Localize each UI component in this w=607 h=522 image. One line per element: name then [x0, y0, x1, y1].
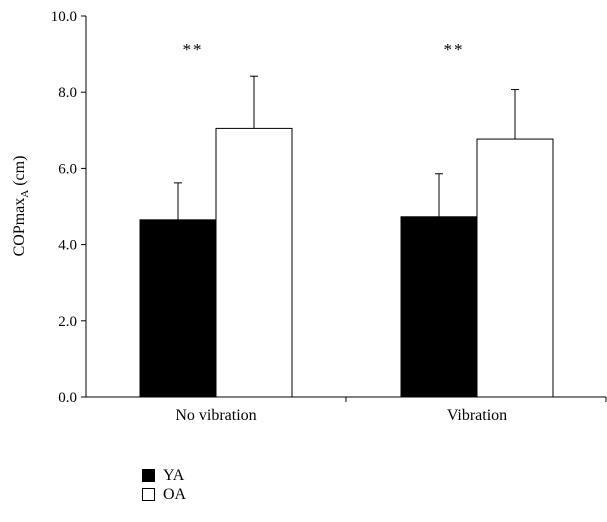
y-ticks: 0.0 2.0 4.0 6.0 8.0 10.0 [51, 9, 86, 406]
significance-markers: ** ** [183, 40, 465, 59]
bar-oa [215, 127, 293, 398]
y-tick-label: 4.0 [58, 238, 77, 254]
legend-label-ya: YA [163, 467, 185, 484]
y-axis-label-main: COPmax [11, 198, 28, 257]
y-tick-label: 2.0 [58, 314, 77, 330]
error-bars [174, 75, 519, 220]
y-axis-label: COPmaxA (cm) [11, 156, 31, 257]
significance-marker: ** [183, 40, 204, 59]
bar-ya [400, 216, 478, 398]
y-axis-label-unit: (cm) [11, 156, 28, 190]
bar-oa [476, 138, 554, 398]
y-tick-label: 6.0 [58, 161, 77, 177]
bars [139, 127, 554, 398]
x-category-label: No vibration [175, 407, 256, 424]
y-tick-label: 8.0 [58, 85, 77, 101]
y-tick-label: 10.0 [51, 9, 77, 25]
legend-label-oa: OA [163, 486, 187, 503]
legend-item-ya: YA [142, 466, 186, 485]
significance-marker: ** [444, 40, 465, 59]
x-category-label: Vibration [447, 407, 507, 424]
legend-swatch-oa [142, 488, 155, 501]
legend: YA OA [142, 466, 186, 504]
bar-ya [139, 219, 217, 398]
legend-item-oa: OA [142, 485, 186, 504]
y-tick-label: 0.0 [58, 390, 77, 406]
legend-swatch-ya [142, 469, 155, 482]
y-axis-label-subscript: A [19, 190, 31, 198]
x-ticks: No vibration Vibration [175, 397, 607, 424]
